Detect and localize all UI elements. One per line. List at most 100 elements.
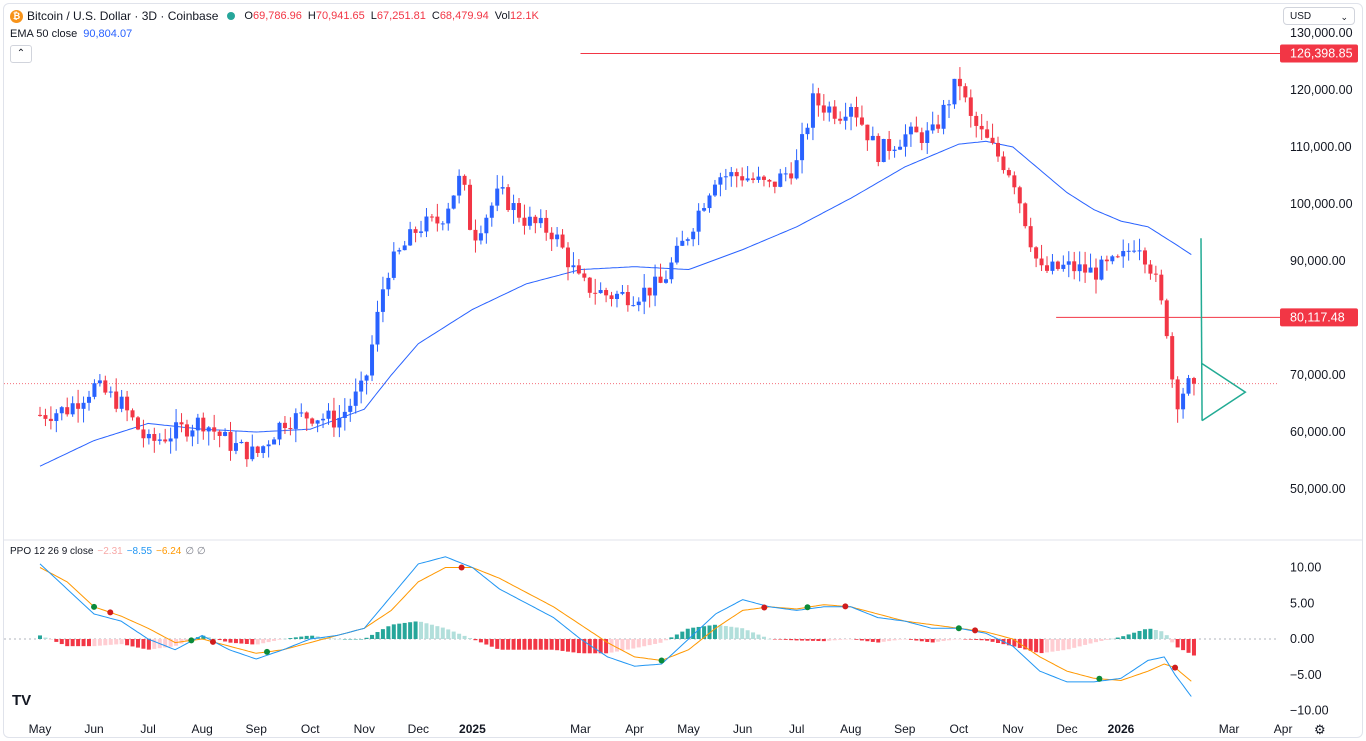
candle[interactable]: [805, 127, 810, 135]
candle[interactable]: [408, 229, 413, 246]
candle[interactable]: [614, 293, 619, 300]
candle[interactable]: [217, 431, 222, 436]
candle[interactable]: [859, 117, 864, 125]
candle[interactable]: [1137, 250, 1142, 252]
candle[interactable]: [402, 245, 407, 251]
candle[interactable]: [1050, 261, 1055, 271]
candle[interactable]: [974, 115, 979, 126]
candle[interactable]: [299, 412, 304, 414]
candle[interactable]: [38, 414, 42, 416]
candle[interactable]: [925, 130, 930, 143]
candle[interactable]: [119, 396, 124, 409]
ppo-signal-line[interactable]: [39, 567, 1192, 682]
candle[interactable]: [979, 125, 984, 130]
candle[interactable]: [233, 443, 238, 451]
candle[interactable]: [473, 229, 478, 241]
candle[interactable]: [544, 217, 549, 233]
candle[interactable]: [1148, 264, 1153, 274]
candle[interactable]: [1023, 203, 1028, 227]
candle[interactable]: [968, 97, 973, 116]
candle[interactable]: [435, 216, 440, 224]
candle[interactable]: [1083, 264, 1088, 273]
candle[interactable]: [1159, 274, 1164, 301]
candle[interactable]: [908, 126, 913, 135]
candle[interactable]: [522, 217, 527, 226]
candle[interactable]: [244, 441, 249, 460]
candle[interactable]: [1104, 259, 1109, 262]
candle[interactable]: [658, 276, 663, 283]
candle[interactable]: [1093, 267, 1098, 280]
candle[interactable]: [223, 432, 228, 436]
candle[interactable]: [1001, 156, 1006, 171]
symbol-legend[interactable]: ₿ Bitcoin / U.S. Dollar · 3D · Coinbase …: [10, 9, 545, 23]
candle[interactable]: [527, 216, 532, 226]
candle[interactable]: [70, 403, 75, 415]
candle[interactable]: [1028, 226, 1033, 248]
candle[interactable]: [947, 104, 952, 106]
candle[interactable]: [707, 195, 712, 209]
candle[interactable]: [838, 118, 843, 121]
candle[interactable]: [386, 277, 391, 290]
candle[interactable]: [495, 188, 500, 206]
candle[interactable]: [277, 422, 282, 440]
candle[interactable]: [560, 234, 565, 248]
candle[interactable]: [1066, 261, 1071, 265]
candle[interactable]: [1142, 250, 1147, 265]
candle[interactable]: [1006, 170, 1011, 176]
candle[interactable]: [184, 424, 189, 437]
candle[interactable]: [462, 175, 467, 185]
candle[interactable]: [876, 135, 881, 163]
candle[interactable]: [985, 129, 990, 138]
candle[interactable]: [555, 234, 560, 240]
candle[interactable]: [478, 233, 483, 241]
candle[interactable]: [827, 106, 832, 113]
candle[interactable]: [729, 172, 734, 177]
candle[interactable]: [1170, 336, 1175, 380]
candle[interactable]: [97, 380, 102, 384]
candle[interactable]: [1115, 256, 1120, 258]
candle[interactable]: [114, 391, 119, 409]
candle[interactable]: [789, 173, 794, 179]
candle[interactable]: [1175, 379, 1180, 410]
candle[interactable]: [125, 396, 130, 411]
candle[interactable]: [636, 301, 641, 306]
candle[interactable]: [609, 295, 614, 300]
candle[interactable]: [963, 86, 968, 98]
candle[interactable]: [582, 273, 587, 278]
gear-icon[interactable]: ⚙: [1314, 722, 1326, 737]
candle[interactable]: [702, 208, 707, 211]
candle[interactable]: [674, 245, 679, 263]
candle[interactable]: [446, 208, 451, 224]
candle[interactable]: [854, 106, 859, 118]
candle[interactable]: [919, 132, 924, 143]
candle[interactable]: [489, 205, 494, 218]
candle[interactable]: [163, 439, 168, 442]
candle[interactable]: [587, 277, 592, 293]
triangle-pole-line[interactable]: [1200, 238, 1203, 421]
candle[interactable]: [941, 104, 946, 129]
candle[interactable]: [1077, 264, 1082, 272]
candle[interactable]: [424, 216, 429, 232]
candle[interactable]: [1039, 258, 1044, 266]
candle[interactable]: [1099, 259, 1104, 280]
candle[interactable]: [571, 265, 576, 268]
candle[interactable]: [642, 287, 647, 302]
candle[interactable]: [228, 432, 233, 451]
candle[interactable]: [712, 184, 717, 196]
candle[interactable]: [647, 287, 652, 296]
candle[interactable]: [484, 217, 489, 234]
candle[interactable]: [413, 229, 418, 233]
candle[interactable]: [359, 380, 364, 392]
candle[interactable]: [1061, 264, 1066, 269]
candle[interactable]: [81, 402, 86, 409]
candle[interactable]: [397, 250, 402, 252]
candle[interactable]: [103, 380, 108, 393]
candle[interactable]: [157, 439, 162, 441]
candle[interactable]: [108, 391, 113, 393]
candle[interactable]: [957, 78, 962, 87]
candle[interactable]: [1164, 300, 1169, 337]
ppo-legend[interactable]: PPO 12 26 9 close −2.31 −8.55 −6.24 ∅ ∅: [10, 546, 206, 557]
candle[interactable]: [723, 176, 728, 178]
candle[interactable]: [206, 427, 211, 432]
candle[interactable]: [429, 216, 434, 218]
